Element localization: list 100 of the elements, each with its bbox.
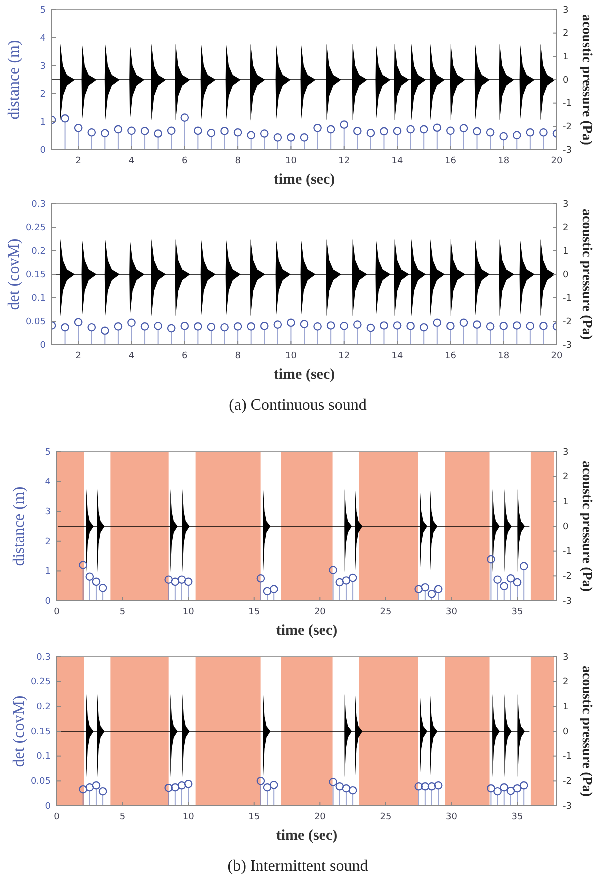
point [270,780,278,790]
x-tick-label: 20 [314,607,326,618]
point [473,320,482,329]
point [380,127,388,136]
point [178,781,186,790]
y2-tick-label: -1 [563,752,572,762]
point [354,127,362,136]
x-tick-label: 2 [76,156,82,166]
point [326,322,336,330]
y2-axis-title: acoustic pressure (Pa) [579,461,594,592]
y2-axis-title: acoustic pressure (Pa) [579,209,594,340]
x-tick-label: 14 [392,156,404,166]
point [500,783,509,792]
point [61,114,70,123]
x-tick-label: 15 [248,607,260,618]
point [194,126,202,136]
y2-tick-label: 0 [563,522,569,532]
point [380,322,388,330]
x-tick-label: 30 [446,812,458,822]
point [526,322,535,330]
point [486,128,495,137]
point [92,781,101,790]
point [92,578,101,586]
y-tick-label: 0.25 [26,223,46,234]
x-tick-label: 16 [444,156,457,166]
point [487,784,496,793]
y2-tick-label: -1 [563,99,572,110]
point [114,125,123,134]
point [434,781,443,790]
y-tick-label: 0.05 [26,317,46,328]
point [101,129,110,138]
point [164,576,173,584]
y2-tick-label: 3 [563,200,569,210]
point [336,578,344,587]
x-tick-label: 4 [128,351,135,362]
x-tick-label: 20 [551,351,563,362]
y-tick-label: 3 [40,62,46,72]
point [79,785,88,794]
x-tick-label: 0 [54,607,60,618]
point [406,322,415,330]
point [114,322,123,331]
y2-tick-label: 0 [563,727,569,738]
point [494,787,502,796]
point [513,578,522,587]
y-tick-label: 0.2 [32,246,46,257]
y2-tick-label: -3 [563,596,572,607]
point [274,134,282,142]
y-tick-label: 0.1 [32,294,46,304]
x-axis-title: time (sec) [276,623,338,639]
point [287,134,296,142]
y2-tick-label: -2 [563,572,572,582]
point [366,324,376,332]
point [256,574,266,583]
point [234,128,242,137]
point [366,129,376,138]
point [494,576,502,584]
point [340,322,349,330]
point [314,322,322,331]
point [336,782,344,791]
y-tick-label: 5 [40,6,46,16]
point [61,323,70,332]
x-tick-label: 35 [512,607,524,618]
point [171,783,180,792]
point [178,576,186,584]
point [256,777,266,786]
point [326,125,336,134]
y-tick-label: 0 [45,596,52,607]
point [86,572,94,582]
y-axis-title: distance (m) [11,486,28,566]
y2-tick-label: 1 [563,702,569,713]
point [184,578,193,586]
point [247,131,256,140]
y-tick-label: 4 [45,478,52,488]
x-tick-label: 30 [446,607,458,618]
point [128,126,136,136]
x-axis-title: time (sec) [274,172,336,188]
point [433,318,442,328]
point [260,130,269,138]
point [164,784,173,792]
point [207,129,216,138]
point [506,786,516,796]
y2-tick-label: 1 [563,498,569,508]
point [348,574,358,582]
y-tick-label: 0 [45,802,52,812]
point [74,124,83,132]
x-tick-label: 6 [182,351,188,362]
point [234,322,242,331]
y2-tick-label: 0 [563,270,569,280]
x-tick-label: 10 [182,812,195,822]
x-tick-label: 10 [285,156,298,166]
point [270,585,278,594]
point [540,322,548,330]
point [180,114,190,122]
y-tick-label: 3 [45,507,51,518]
point [348,786,358,795]
x-tick-label: 12 [338,351,350,362]
point [506,574,516,583]
x-tick-label: 16 [444,351,457,362]
point [287,318,296,328]
x-tick-label: 14 [392,351,404,362]
